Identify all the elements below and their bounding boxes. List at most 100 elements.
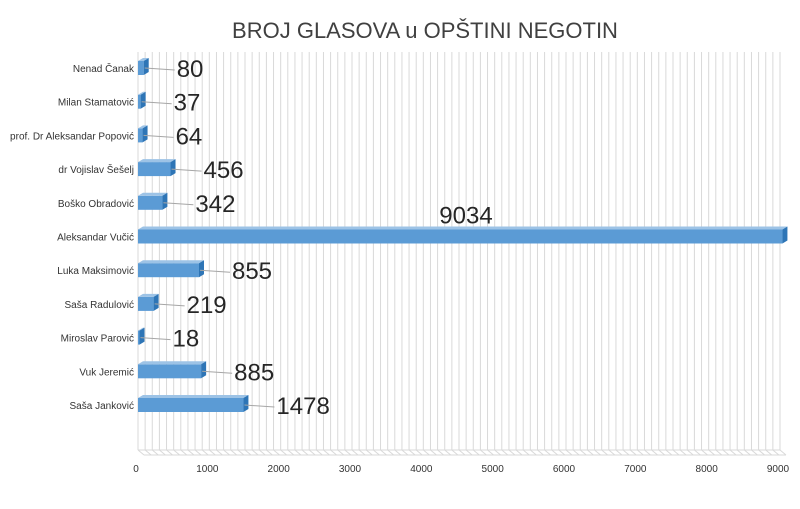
bar-top	[138, 361, 207, 365]
x-tick-label: 3000	[339, 464, 362, 475]
bar-top	[138, 91, 146, 95]
gridline-floor	[330, 449, 337, 456]
gridline-floor	[437, 449, 444, 456]
bar	[138, 94, 141, 109]
bar	[138, 398, 244, 412]
gridline-floor	[694, 449, 701, 456]
gridline-floor	[686, 449, 694, 456]
bar	[138, 61, 144, 75]
gridline-floor	[551, 449, 559, 456]
gridline-floor	[601, 449, 608, 456]
gridline-floor	[380, 449, 387, 456]
gridline-floor	[209, 449, 216, 456]
gridline-floor	[644, 449, 651, 456]
category-label: Milan Stamatović	[58, 98, 134, 109]
leader-line	[140, 337, 171, 341]
gridline-floor	[237, 449, 245, 456]
bar-top	[138, 125, 148, 129]
gridline-floor	[294, 449, 302, 456]
gridline-floor	[522, 449, 530, 456]
gridline-floor	[615, 449, 623, 456]
gridline-floor	[672, 449, 680, 456]
gridline-floor	[358, 449, 366, 456]
gridline-floor	[394, 449, 402, 456]
gridline-floor	[266, 449, 273, 456]
leader-line	[202, 370, 233, 374]
leader-line	[143, 134, 174, 138]
bars-layer	[138, 58, 788, 412]
gridline-floor	[658, 449, 666, 456]
gridline-floor	[544, 449, 551, 456]
category-label: Aleksandar Vučić	[57, 233, 134, 244]
leader-line	[144, 67, 175, 71]
bar-side	[142, 125, 148, 143]
gridline-floor	[537, 449, 544, 456]
gridline-floor	[323, 449, 330, 456]
bar	[138, 195, 163, 210]
gridline-floor	[494, 449, 501, 456]
gridline-floor	[373, 449, 380, 456]
category-label: Saša Janković	[70, 401, 134, 412]
category-label: Boško Obradović	[58, 199, 134, 210]
category-label: Saša Radulović	[65, 300, 134, 311]
gridline-floor	[408, 449, 416, 456]
bar	[138, 330, 140, 345]
data-label: 342	[195, 191, 235, 218]
x-tick-label: 0	[133, 464, 139, 475]
gridline-floor	[151, 449, 159, 456]
category-label: Vuk Jeremić	[79, 367, 134, 378]
gridline-floor	[337, 449, 345, 456]
gridline-floor	[572, 449, 580, 456]
gridline-floor	[451, 449, 459, 456]
data-label: 1478	[276, 393, 329, 420]
gridline-floor	[679, 449, 687, 456]
category-labels: Nenad Čanak Milan Stamatović prof. Dr Alek…	[10, 62, 135, 412]
data-label: 219	[187, 292, 227, 319]
gridline-floor	[137, 449, 145, 456]
gridline-floor	[301, 449, 309, 456]
leader-line	[199, 269, 231, 273]
gridline-floor	[629, 449, 637, 456]
bar-top	[138, 192, 168, 196]
gridline-floor	[480, 449, 487, 456]
bar-side	[170, 159, 176, 177]
bar	[138, 364, 202, 379]
bar-side	[153, 293, 159, 311]
gridline-floor	[765, 449, 773, 456]
gridline-floor	[180, 449, 188, 456]
gridline-floor	[308, 449, 316, 456]
x-tick-label: 4000	[410, 464, 433, 475]
gridline-floor	[465, 449, 473, 456]
data-label: 18	[173, 326, 200, 353]
gridline-floor	[472, 449, 480, 456]
gridline-floor	[194, 449, 202, 456]
data-label: 456	[204, 157, 244, 184]
gridline-floor	[715, 449, 723, 456]
leader-line	[154, 303, 185, 307]
gridline-floor	[779, 449, 787, 456]
category-label: dr Vojislav Šešelj	[58, 163, 134, 176]
gridline-floor	[508, 449, 516, 456]
leader-line	[244, 404, 275, 408]
gridline-floor	[608, 449, 616, 456]
bar	[138, 229, 783, 244]
grid-layer	[137, 52, 787, 456]
gridline-floor	[594, 449, 601, 456]
leader-line	[163, 202, 194, 206]
data-label: 37	[174, 90, 201, 117]
data-label: 855	[232, 258, 272, 285]
gridline-floor	[287, 449, 295, 456]
gridline-floor	[401, 449, 409, 456]
gridline-floor	[144, 449, 152, 456]
gridline-floor	[701, 449, 708, 456]
gridline-floor	[430, 449, 437, 456]
gridline-floor	[365, 449, 373, 456]
gridline-floor	[415, 449, 423, 456]
gridline-floor	[565, 449, 573, 456]
x-axis-ticks: 0 1000 2000 3000 4000 5000 6000 7000 8000 9000	[133, 464, 789, 475]
gridline-floor	[579, 449, 587, 456]
bar-top	[138, 226, 788, 230]
bar-side	[243, 395, 249, 412]
bar-side	[782, 226, 788, 244]
